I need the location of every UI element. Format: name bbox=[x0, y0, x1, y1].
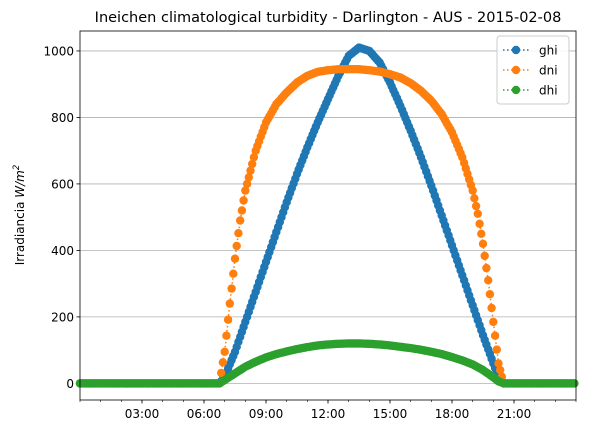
data-point-dni bbox=[468, 186, 477, 195]
y-tick-label: 400 bbox=[51, 244, 74, 258]
data-point-dni bbox=[230, 254, 240, 263]
data-point-dni bbox=[234, 229, 243, 238]
data-point-dni bbox=[218, 358, 228, 367]
data-point-dni bbox=[217, 368, 226, 378]
data-point-dni bbox=[492, 345, 501, 354]
data-point-dni bbox=[227, 284, 236, 293]
y-tick-label: 600 bbox=[51, 177, 74, 191]
x-tick-label: 12:00 bbox=[311, 407, 346, 421]
y-axis-label-unit: W/m bbox=[13, 170, 27, 198]
data-point-dhi bbox=[570, 379, 579, 388]
data-point-dni bbox=[220, 347, 229, 356]
x-tick-label: 21:00 bbox=[497, 407, 532, 421]
legend-label-ghi: ghi bbox=[539, 44, 558, 58]
data-point-dni bbox=[244, 173, 253, 182]
x-tick-label: 18:00 bbox=[435, 407, 470, 421]
data-point-dni bbox=[489, 317, 498, 327]
x-tick-label: 15:00 bbox=[373, 407, 408, 421]
legend-label-dni: dni bbox=[539, 64, 558, 78]
data-point-dni bbox=[222, 331, 231, 340]
data-point-dni bbox=[246, 166, 255, 175]
data-point-dni bbox=[242, 179, 252, 189]
x-tick-label: 06:00 bbox=[187, 407, 222, 421]
data-point-dni bbox=[237, 206, 247, 215]
y-tick-label: 200 bbox=[51, 310, 74, 324]
legend-marker-ghi bbox=[511, 45, 521, 55]
data-point-dni bbox=[236, 216, 245, 225]
data-point-dni bbox=[480, 251, 489, 261]
plot-area: 0 200 400 600 800 1000 03:00 06:00 09:00 12:00 15:… bbox=[43, 30, 579, 421]
data-point-dni bbox=[232, 241, 241, 251]
data-point-dni bbox=[473, 209, 482, 218]
data-point-dni bbox=[229, 269, 238, 278]
y-axis-label: Irradiancia W/m2 bbox=[12, 165, 27, 266]
data-point-dni bbox=[496, 365, 505, 375]
data-point-dni bbox=[249, 153, 259, 162]
chart-title: Ineichen climatological turbidity - Darl… bbox=[95, 10, 562, 26]
y-axis-label-text: Irradiancia bbox=[13, 198, 27, 266]
data-point-dni bbox=[494, 359, 503, 368]
legend-marker-dni bbox=[511, 65, 521, 75]
data-point-dni bbox=[477, 229, 486, 238]
y-axis-label-exponent: 2 bbox=[12, 165, 22, 170]
legend-marker-dhi bbox=[511, 85, 521, 95]
data-point-dni bbox=[470, 194, 479, 203]
x-tick-label: 03:00 bbox=[125, 407, 160, 421]
data-point-dni bbox=[239, 196, 248, 205]
data-point-dni bbox=[484, 276, 493, 285]
data-point-dni bbox=[485, 290, 495, 299]
data-point-dni bbox=[248, 159, 257, 169]
data-point-dni bbox=[482, 263, 491, 273]
plot-frame bbox=[79, 30, 577, 401]
legend-label-dhi: dhi bbox=[539, 84, 558, 98]
y-tick-label: 0 bbox=[66, 377, 74, 391]
data-point-dni bbox=[475, 219, 484, 228]
data-point-dni bbox=[478, 239, 488, 248]
data-point-dni bbox=[490, 331, 500, 340]
data-point-dni bbox=[223, 315, 233, 324]
y-tick-label: 1000 bbox=[43, 44, 74, 58]
data-point-dni bbox=[471, 201, 481, 211]
data-point-dni bbox=[225, 299, 234, 308]
data-point-dni bbox=[241, 186, 250, 195]
x-tick-label: 09:00 bbox=[249, 407, 284, 421]
data-point-dni bbox=[487, 303, 496, 313]
y-tick-label: 800 bbox=[51, 111, 74, 125]
